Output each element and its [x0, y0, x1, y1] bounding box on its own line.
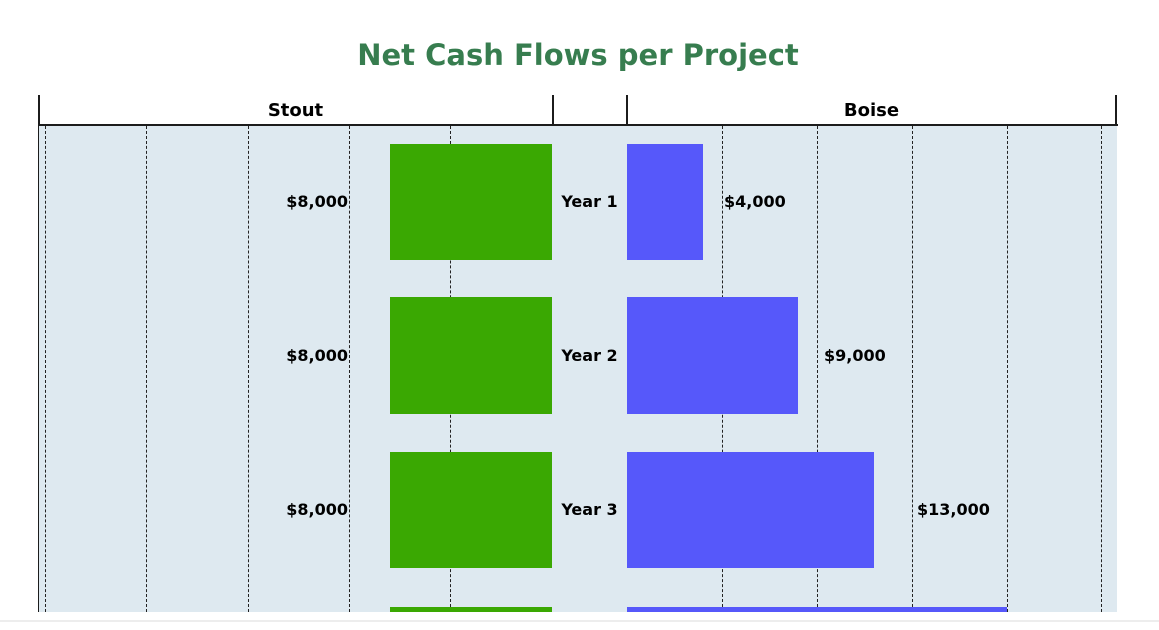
- gridline-stout-20000: [146, 126, 147, 612]
- bar-boise-year4-clipped[interactable]: [627, 607, 1007, 612]
- panel-header-boise: Boise: [843, 100, 900, 121]
- gridline-boise-25000: [1101, 126, 1102, 612]
- panel-header-stout: Stout: [267, 100, 324, 121]
- bar-boise-year2[interactable]: [627, 297, 798, 414]
- bar-stout-year1[interactable]: [390, 144, 552, 260]
- gridline-boise-15000: [912, 126, 913, 612]
- bottom-divider-line: [0, 620, 1159, 622]
- category-label-year1: Year 1: [561, 192, 618, 211]
- bar-stout-year4-clipped[interactable]: [390, 607, 552, 612]
- gridline-stout-10000: [349, 126, 350, 612]
- bar-stout-year2[interactable]: [390, 297, 552, 414]
- value-label-boise-year3: $13,000: [917, 500, 990, 519]
- value-label-stout-year1: $8,000: [286, 192, 348, 211]
- plot-top-border-line: [38, 124, 1118, 126]
- category-label-year2: Year 2: [561, 346, 618, 365]
- bar-stout-year3[interactable]: [390, 452, 552, 568]
- bar-boise-year1[interactable]: [627, 144, 703, 260]
- value-label-boise-year1: $4,000: [724, 192, 786, 211]
- value-label-stout-year2: $8,000: [286, 346, 348, 365]
- gridline-stout-25000: [45, 126, 46, 612]
- plot-area: $8,000 $8,000 $8,000 $4,000 $9,000 $13,0…: [39, 126, 1117, 612]
- gridline-stout-15000: [248, 126, 249, 612]
- gridline-boise-20000: [1007, 126, 1008, 612]
- bar-boise-year3[interactable]: [627, 452, 874, 568]
- gridline-boise-10000: [817, 126, 818, 612]
- value-label-boise-year2: $9,000: [824, 346, 886, 365]
- category-label-year3: Year 3: [561, 500, 618, 519]
- chart-title[interactable]: Net Cash Flows per Project: [357, 38, 799, 72]
- value-label-stout-year3: $8,000: [286, 500, 348, 519]
